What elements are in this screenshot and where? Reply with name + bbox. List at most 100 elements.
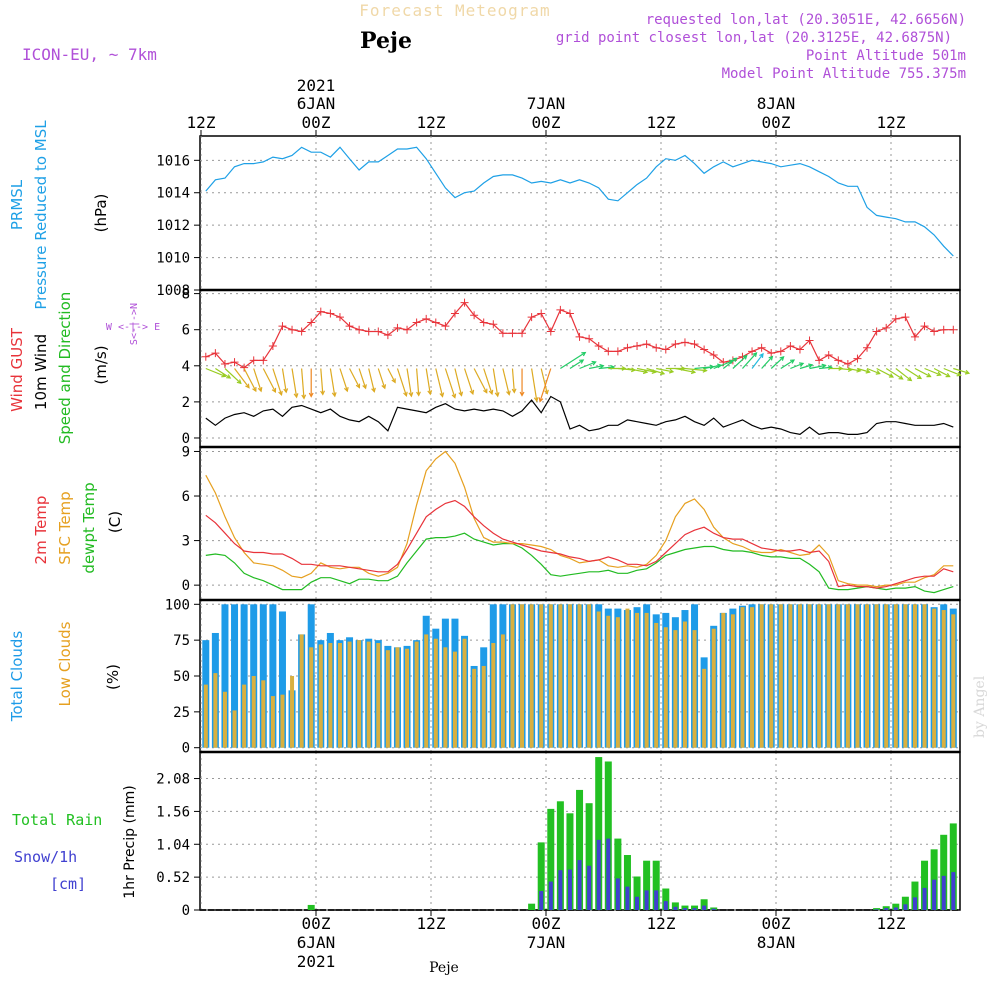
wind-direction-arrow [819, 366, 832, 370]
wind-arrow-head [252, 386, 257, 393]
wind-arrow-head [439, 392, 445, 398]
bar-snow [922, 887, 927, 910]
bar-low-cloud [242, 684, 247, 748]
gust-marker [307, 318, 316, 327]
gust-marker [201, 352, 210, 361]
wind-arrow-head [742, 354, 748, 360]
wind-direction-arrow [895, 368, 912, 382]
wind-arrow-head [621, 366, 627, 371]
bar-low-cloud [606, 615, 611, 748]
ytick-label: 1016 [156, 153, 190, 169]
wind-direction-arrow [722, 357, 737, 369]
bar-low-cloud [903, 604, 908, 748]
wind-arrow-head [483, 388, 488, 394]
wind-direction-arrow [281, 368, 287, 393]
bar-total-rain [671, 902, 679, 910]
wind-direction-arrow [857, 367, 870, 373]
wind-arrow-head [257, 386, 263, 393]
bar-low-cloud [567, 604, 572, 748]
wind-direction-arrow [809, 364, 826, 370]
bar-snow [606, 838, 611, 910]
ytick-label: 1.04 [156, 837, 190, 853]
ytick-label: 25 [173, 705, 190, 721]
wind-direction-arrow [253, 368, 262, 392]
top-xtick-label: 12Z [647, 113, 676, 132]
wind-direction-arrow [560, 351, 586, 370]
bar-low-cloud [663, 627, 668, 748]
gust-marker [508, 329, 517, 338]
bar-low-cloud [711, 628, 716, 748]
wind-arrow-head [331, 392, 337, 398]
label-total-rain: Total Rain [12, 811, 102, 829]
bar-low-cloud [414, 641, 419, 748]
footer-location: Peje [429, 960, 459, 976]
wind-direction-arrow [224, 368, 242, 384]
bar-snow [893, 907, 898, 910]
bar-low-cloud [462, 638, 467, 748]
gust-marker [326, 309, 335, 318]
wind-direction-arrow [684, 367, 707, 372]
label-wind-gust: Wind GUST [8, 327, 26, 412]
gust-marker [249, 356, 258, 365]
bar-low-cloud [500, 634, 505, 748]
gust-marker [661, 345, 670, 354]
bar-snow [663, 901, 668, 910]
bar-low-cloud [769, 604, 774, 748]
bar-low-cloud [232, 710, 237, 748]
wind-direction-arrow [627, 367, 648, 373]
gust-marker [843, 359, 852, 368]
top-xtick-date: 8JAN [757, 94, 796, 113]
gust-marker [633, 341, 642, 350]
wind-arrow-head [898, 375, 904, 380]
gust-marker [450, 309, 459, 318]
bar-low-cloud [682, 621, 687, 748]
wind-direction-arrow [905, 367, 922, 380]
bar-low-cloud [845, 604, 850, 748]
wind-arrow-head [669, 368, 675, 374]
bottom-xtick-label: 12Z [417, 914, 446, 933]
bar-total-rain [911, 881, 919, 910]
wind-direction-arrow [539, 368, 552, 402]
wind-arrow-head [391, 378, 396, 384]
panel-frame-pressure [199, 135, 961, 291]
wind-direction-arrow [301, 368, 305, 399]
bar-low-cloud [615, 617, 620, 748]
wind-direction-arrow [540, 368, 548, 394]
bar-low-cloud [596, 611, 601, 748]
wind-arrow-head [732, 357, 738, 363]
bar-low-cloud [836, 604, 841, 748]
location-title: Peje [360, 28, 412, 54]
bar-low-cloud [702, 668, 707, 748]
gust-marker [546, 327, 555, 336]
gust-marker [910, 332, 919, 341]
ytick-label: 1008 [156, 283, 190, 299]
gust-marker [748, 347, 757, 356]
wind-direction-arrow [838, 367, 852, 371]
ytick-label: 1010 [156, 251, 190, 267]
gust-marker [460, 298, 469, 307]
gust-marker [393, 323, 402, 332]
gust-marker [297, 327, 306, 336]
bar-total-rain [307, 904, 315, 910]
gust-marker [431, 318, 440, 327]
wind-direction-arrow [473, 368, 488, 394]
gust-marker [498, 329, 507, 338]
gust-marker [230, 358, 239, 367]
gust-marker [470, 311, 479, 320]
top-xtick-year: 2021 [297, 76, 336, 95]
ytick-label: 0 [182, 741, 190, 757]
wind-direction-arrow [675, 367, 695, 373]
wind-direction-arrow [511, 368, 515, 393]
bar-low-cloud [280, 694, 285, 748]
wind-direction-arrow [368, 368, 375, 392]
bar-low-cloud [558, 604, 563, 748]
gust-marker [863, 343, 872, 352]
wind-arrow-head [469, 389, 475, 396]
unit-cloud: (%) [104, 664, 122, 690]
gust-marker [757, 343, 766, 352]
wind-direction-arrow [387, 368, 396, 383]
bar-total-rain [901, 896, 909, 910]
wind-direction-arrow [770, 356, 785, 369]
wind-arrow-head [236, 379, 242, 385]
